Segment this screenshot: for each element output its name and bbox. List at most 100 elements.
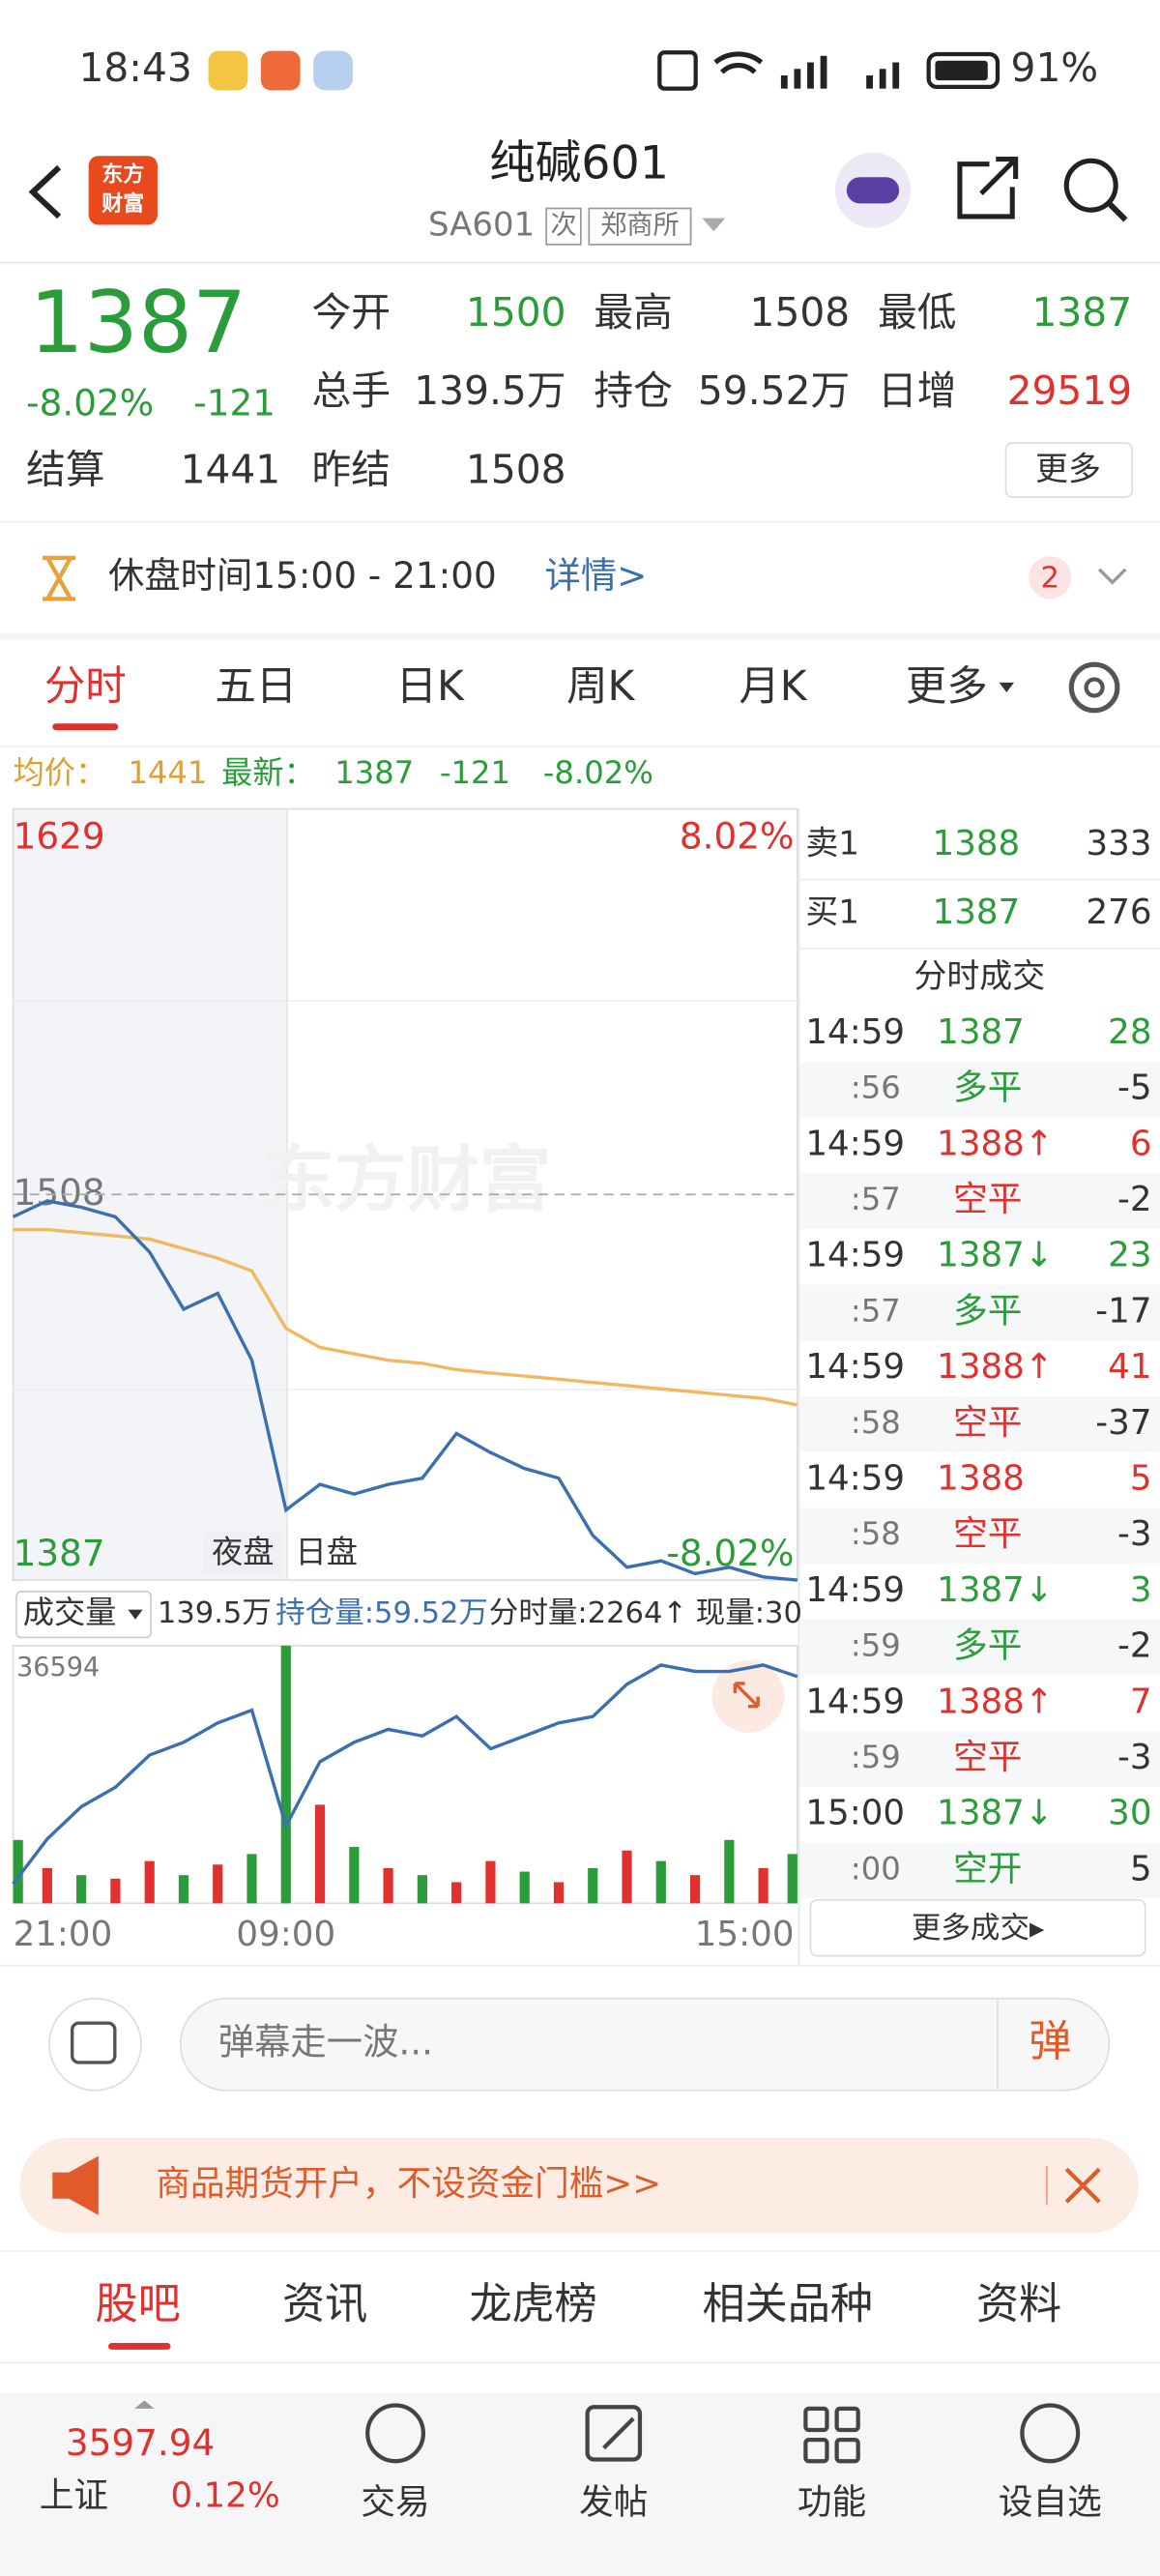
volume-bar <box>724 1839 735 1904</box>
volume-bar <box>588 1867 598 1904</box>
y-tick-label: 36594 <box>16 1653 100 1683</box>
trade-change: -2 <box>1117 1626 1152 1666</box>
trade-volume: 28 <box>1108 1012 1151 1052</box>
avatar-face <box>846 177 900 204</box>
trade-sub-time: :59 <box>851 1627 901 1664</box>
field-value: 1500 <box>466 289 566 336</box>
trade-sub-row <box>800 1508 1160 1565</box>
trade-time: 14:59 <box>805 1124 905 1163</box>
index-name: 上证 <box>40 2476 108 2516</box>
trade-change: -37 <box>1095 1403 1151 1443</box>
details-link[interactable]: 详情> <box>545 554 648 597</box>
watermark: 东方财富 <box>263 1138 552 1222</box>
more-button[interactable] <box>1004 442 1133 498</box>
field-label: 结算 <box>26 447 104 493</box>
trade-change: -17 <box>1095 1291 1151 1331</box>
volume-bar <box>758 1867 768 1904</box>
nav-item[interactable]: 交易 <box>361 2482 429 2522</box>
trade-change: 5 <box>1130 1849 1152 1888</box>
settings-button[interactable] <box>1068 661 1120 714</box>
chart-tab[interactable]: 分时 <box>44 663 127 711</box>
nav-item[interactable]: 功能 <box>798 2482 866 2522</box>
share-button[interactable] <box>957 157 1019 220</box>
battery-level: 91% <box>1011 44 1099 91</box>
field-label: 持仓 <box>594 367 672 414</box>
active-tab-indicator <box>52 723 119 731</box>
danmaku-send[interactable]: 弹 <box>1029 2017 1071 2066</box>
trade-sub-time: :56 <box>851 1069 901 1106</box>
field-value: 29519 <box>1007 367 1133 414</box>
field-value: 1441 <box>181 447 281 493</box>
trade-sub-row <box>800 1284 1160 1341</box>
session-tag <box>203 1532 282 1575</box>
more-trades-button[interactable] <box>809 1899 1146 1957</box>
content-tab[interactable]: 资料 <box>976 2280 1061 2329</box>
content-tab[interactable]: 股吧 <box>95 2280 180 2329</box>
field-value: 1508 <box>750 289 851 336</box>
exchange: 郑商所 <box>600 211 679 241</box>
indicator-name[interactable]: 成交量 <box>23 1595 117 1631</box>
content-tab[interactable]: 资讯 <box>282 2280 367 2329</box>
trade-sub-time: :57 <box>851 1181 901 1217</box>
danmaku-toggle[interactable] <box>48 1997 142 2092</box>
trade-time: 14:59 <box>805 1012 905 1052</box>
chart-tab[interactable]: 周K <box>566 663 635 711</box>
trade-sub-time: :59 <box>851 1739 901 1775</box>
expand-icon[interactable] <box>1097 568 1127 585</box>
series-line <box>12 1663 798 1886</box>
volume-bar <box>787 1854 798 1904</box>
nav-icons <box>365 2403 1081 2464</box>
logo-text: 财富 <box>102 191 144 217</box>
volume-bar <box>314 1804 326 1904</box>
dropdown-icon[interactable] <box>702 218 726 232</box>
content-tab[interactable]: 龙虎榜 <box>469 2280 596 2329</box>
session-tag <box>288 1532 364 1575</box>
x-tick-label: 15:00 <box>695 1915 795 1954</box>
x-tick-label: 09:00 <box>236 1915 335 1954</box>
chart-tab[interactable]: 更多 <box>906 663 988 711</box>
field-value: 59.52万 <box>698 367 850 414</box>
nav-item[interactable]: 发帖 <box>579 2482 648 2522</box>
trade-volume: 30 <box>1108 1794 1151 1833</box>
comment-input[interactable] <box>179 1997 1111 2092</box>
index-value: 3597.94 <box>66 2421 215 2464</box>
volume-bar <box>178 1875 189 1904</box>
chart-tab[interactable]: 五日 <box>215 663 297 711</box>
instrument-title: 纯碱601 <box>489 136 669 190</box>
latest-label: 最新： <box>221 754 315 791</box>
trade-kind: 多平 <box>953 1068 1022 1108</box>
volume-bar <box>417 1875 427 1904</box>
search-button[interactable] <box>1063 158 1128 222</box>
volume-bar <box>213 1864 223 1904</box>
trade-sub-row <box>800 1842 1160 1899</box>
expand-index-icon[interactable] <box>134 2400 155 2409</box>
volume-bar <box>689 1875 701 1904</box>
more-trades-label[interactable]: 更多成交▸ <box>912 1912 1045 1946</box>
content-tab[interactable]: 相关品种 <box>702 2280 872 2329</box>
trade-volume: 41 <box>1108 1347 1151 1387</box>
bottom-nav <box>0 2391 1160 2576</box>
open-interest: 持仓量:59.52万 <box>276 1596 488 1630</box>
field-value: 1508 <box>466 447 566 493</box>
close-button[interactable] <box>1064 2167 1101 2204</box>
chart-tab[interactable]: 月K <box>739 663 807 711</box>
latest-price: 1387 <box>334 754 414 791</box>
last-price: 1387 <box>30 273 247 372</box>
indicator-selector[interactable] <box>15 1591 153 1639</box>
nav-item[interactable]: 设自选 <box>999 2482 1102 2522</box>
more-button-label[interactable]: 更多 <box>1035 450 1101 488</box>
trades-title: 分时成交 <box>914 957 1045 996</box>
promo-banner[interactable] <box>19 2137 1139 2234</box>
trade-price: 1387↓ <box>937 1570 1054 1610</box>
volume-bar <box>42 1867 52 1904</box>
trade-kind: 空平 <box>953 1514 1022 1554</box>
field-label: 总手 <box>311 367 390 414</box>
trade-time: 14:59 <box>805 1347 905 1387</box>
field-label: 日增 <box>878 367 956 414</box>
chart-tab[interactable]: 日K <box>396 663 465 711</box>
back-button[interactable] <box>28 164 62 220</box>
volume-bar <box>553 1882 565 1904</box>
trade-volume: 23 <box>1108 1236 1151 1275</box>
session-label: 夜盘 <box>212 1534 274 1570</box>
